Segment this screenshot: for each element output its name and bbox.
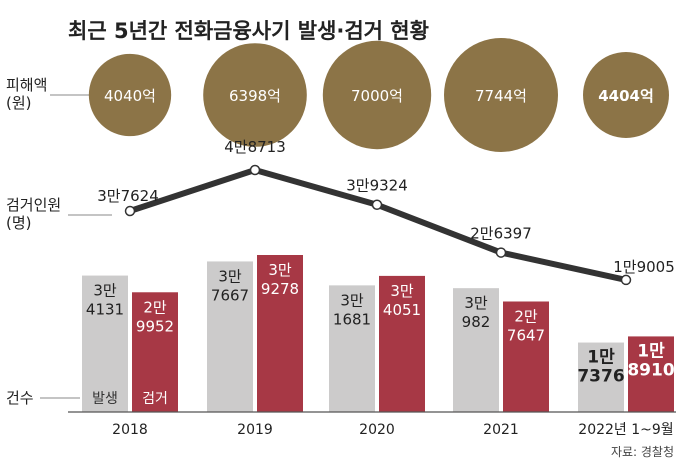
- damage-value-label: 6398억: [229, 87, 281, 105]
- arrests-point: [124, 205, 136, 217]
- occurrence-bar: [329, 285, 375, 412]
- arrest-value-label: 3만 4051: [383, 282, 421, 319]
- arrests-row-label: 검거인원 (명): [6, 196, 61, 232]
- count-row-label: 건수: [6, 389, 34, 407]
- arrests-value-label: 3만7624: [97, 187, 159, 205]
- damage-circle: [583, 52, 669, 138]
- damage-value-label: 4404억: [598, 87, 654, 105]
- arrests-value-label: 1만9005: [613, 258, 675, 276]
- occurrence-value-label: 3만 982: [462, 294, 491, 331]
- occurrence-value-label: 3만 1681: [333, 291, 371, 328]
- category-label: 2022년 1~9월: [578, 422, 673, 438]
- occurrence-value-label: 1만 7376: [577, 348, 624, 387]
- damage-circle: [444, 38, 558, 152]
- occurrence-value-label: 3만 7667: [211, 267, 249, 304]
- occurrence-value-label: 3만 4131: [86, 282, 124, 319]
- category-label: 2018: [112, 422, 148, 438]
- damage-circle: [88, 53, 172, 137]
- damage-circle: [203, 43, 307, 147]
- category-label: 2019: [237, 422, 273, 438]
- damage-row-label: 피해액 (원): [6, 76, 47, 112]
- occurrence-bar: [207, 261, 253, 412]
- damage-value-label: 4040억: [104, 87, 156, 105]
- arrest-bar: [379, 275, 425, 412]
- category-label: 2021: [483, 422, 519, 438]
- occurrence-bar: [453, 288, 499, 412]
- source-note: 자료: 경찰청: [611, 445, 674, 459]
- arrests-point: [620, 274, 632, 286]
- arrests-point: [249, 164, 261, 176]
- damage-value-label: 7000억: [351, 87, 403, 105]
- arrest-value-label: 3만 9278: [261, 261, 299, 298]
- arrest-value-label: 2만 7647: [507, 307, 545, 344]
- arrests-value-label: 4만8713: [224, 138, 286, 156]
- chart-title: 최근 5년간 전화금융사기 발생·검거 현황: [68, 19, 429, 43]
- occurrence-bar: [578, 342, 624, 412]
- arrest-value-label: 1만 8910: [627, 341, 674, 380]
- damage-value-label: 7744억: [475, 87, 527, 105]
- arrests-point: [495, 247, 507, 258]
- legend-arrest: 검거: [142, 391, 168, 407]
- legend-occurrence: 발생: [92, 391, 118, 407]
- arrest-value-label: 2만 9952: [136, 298, 174, 335]
- arrest-bar: [132, 292, 178, 412]
- arrest-bar: [628, 336, 674, 412]
- arrests-value-label: 2만6397: [470, 225, 532, 243]
- arrests-point: [371, 199, 383, 210]
- occurrence-bar: [82, 275, 128, 412]
- arrest-bar: [257, 255, 303, 412]
- damage-circle: [322, 40, 432, 150]
- arrest-bar: [503, 301, 549, 412]
- arrests-value-label: 3만9324: [346, 177, 408, 195]
- category-label: 2020: [359, 422, 395, 438]
